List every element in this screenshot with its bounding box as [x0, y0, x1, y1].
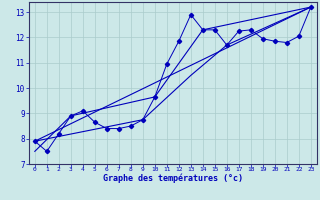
X-axis label: Graphe des températures (°c): Graphe des températures (°c) — [103, 174, 243, 183]
